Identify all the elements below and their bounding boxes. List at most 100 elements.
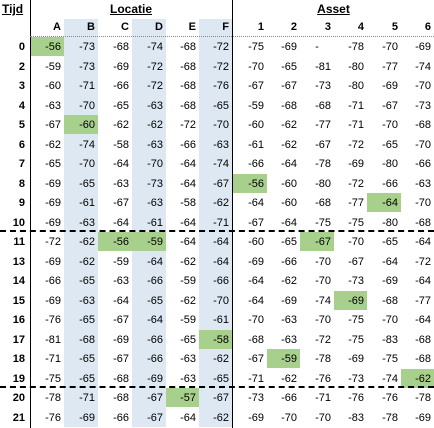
locatie-value-cell: -59 xyxy=(132,232,166,251)
asset-value-cell: -78 xyxy=(415,392,431,404)
locatie-value-cell: -69 xyxy=(147,372,163,385)
locatie-col-header: B xyxy=(87,21,95,33)
locatie-value-cell: -72 xyxy=(147,80,163,92)
locatie-value-cell: -65 xyxy=(79,353,95,365)
locatie-value-cell: -70 xyxy=(147,158,163,170)
locatie-value-cell: -65 xyxy=(213,99,229,112)
locatie-value-cell: -65 xyxy=(213,372,229,385)
asset-value-cell: -67 xyxy=(382,99,398,112)
column-stripe xyxy=(64,19,98,427)
asset-value-cell: -61 xyxy=(248,138,264,151)
locatie-header: Locatie xyxy=(109,2,152,16)
locatie-value-cell: -58 xyxy=(113,138,129,151)
asset-value-cell: -60 xyxy=(248,119,264,131)
asset-value-cell: -67 xyxy=(281,80,297,92)
asset-value-cell: -70 xyxy=(248,314,264,326)
locatie-col-header: E xyxy=(188,21,196,33)
locatie-value-cell: -68 xyxy=(180,41,196,53)
asset-col-header: 5 xyxy=(391,21,398,33)
asset-value-cell: -60 xyxy=(281,197,297,209)
time-cell: 0 xyxy=(18,41,25,53)
asset-value-cell: -68 xyxy=(248,333,264,346)
asset-value-cell: -66 xyxy=(281,255,297,268)
asset-value-cell: -65 xyxy=(382,138,398,151)
locatie-value-cell: -62 xyxy=(213,353,229,365)
time-cell: 7 xyxy=(18,158,25,170)
locatie-value-cell: -69 xyxy=(45,255,61,268)
asset-value-cell: -67 xyxy=(248,80,264,92)
locatie-value-cell: -70 xyxy=(79,158,95,170)
asset-value-cell: -64 xyxy=(248,275,264,287)
locatie-value-cell: -69 xyxy=(79,411,95,424)
asset-value-cell: -62 xyxy=(281,372,297,385)
asset-value-cell: -62 xyxy=(401,368,434,388)
locatie-value-cell: -72 xyxy=(213,60,229,73)
asset-col-header: 6 xyxy=(424,21,431,33)
asset-value-cell: -65 xyxy=(382,236,398,248)
locatie-value-cell: -61 xyxy=(213,314,229,326)
locatie-value-cell: -64 xyxy=(113,158,129,170)
asset-value-cell: -66 xyxy=(382,177,398,190)
asset-value-cell: -64 xyxy=(281,216,297,229)
locatie-value-cell: -61 xyxy=(147,216,163,229)
locatie-value-cell: -74 xyxy=(213,158,229,170)
asset-value-cell: -73 xyxy=(315,80,331,92)
asset-value-cell: -70 xyxy=(415,80,431,92)
locatie-value-cell: -74 xyxy=(147,41,163,53)
locatie-value-cell: -62 xyxy=(213,411,229,424)
locatie-value-cell: -69 xyxy=(45,177,61,190)
locatie-value-cell: -63 xyxy=(147,99,163,112)
locatie-value-cell: -81 xyxy=(45,333,61,346)
asset-value-cell: -73 xyxy=(248,392,264,404)
locatie-value-cell: -68 xyxy=(180,99,196,112)
asset-value-cell: -71 xyxy=(348,119,364,131)
locatie-value-cell: -65 xyxy=(79,177,95,190)
asset-col-header: 4 xyxy=(357,21,364,33)
asset-value-cell: -70 xyxy=(382,41,398,53)
asset-value-cell: -69 xyxy=(281,41,297,53)
time-cell: 10 xyxy=(12,216,25,229)
locatie-value-cell: -73 xyxy=(79,41,95,53)
locatie-col-header: A xyxy=(53,21,61,33)
time-cell: 14 xyxy=(12,275,25,287)
asset-value-cell: -77 xyxy=(348,197,364,209)
locatie-value-cell: -67 xyxy=(147,392,163,404)
locatie-value-cell: -68 xyxy=(113,372,129,385)
asset-value-cell: -69 xyxy=(415,41,431,53)
locatie-value-cell: -65 xyxy=(113,99,129,112)
locatie-value-cell: -59 xyxy=(113,255,129,268)
asset-value-cell: -72 xyxy=(348,177,364,190)
asset-value-cell: -69 xyxy=(382,275,398,287)
locatie-value-cell: -59 xyxy=(180,314,196,326)
locatie-value-cell: -72 xyxy=(213,41,229,53)
asset-value-cell: -68 xyxy=(415,353,431,365)
locatie-value-cell: -66 xyxy=(147,333,163,346)
asset-value-cell: -74 xyxy=(382,372,398,385)
time-cell: 21 xyxy=(12,411,25,424)
asset-col-header: 1 xyxy=(257,21,264,33)
asset-value-cell: -83 xyxy=(382,333,398,346)
time-cell: 5 xyxy=(18,119,25,131)
asset-value-cell: -78 xyxy=(315,158,331,170)
locatie-value-cell: -63 xyxy=(79,294,95,307)
asset-value-cell: -70 xyxy=(315,314,331,326)
locatie-value-cell: -76 xyxy=(213,80,229,92)
asset-col-header: 3 xyxy=(324,21,331,33)
locatie-value-cell: -66 xyxy=(113,80,129,92)
asset-value-cell: -75 xyxy=(348,333,364,346)
locatie-value-cell: -62 xyxy=(147,119,163,131)
asset-value-cell: -75 xyxy=(248,41,264,53)
column-stripe xyxy=(132,19,166,427)
locatie-value-cell: -64 xyxy=(180,236,196,248)
locatie-value-cell: -68 xyxy=(180,60,196,73)
asset-value-cell: -69 xyxy=(382,80,398,92)
asset-value-cell: -65 xyxy=(281,236,297,248)
locatie-value-cell: -60 xyxy=(64,115,98,134)
asset-value-cell: -67 xyxy=(248,216,264,229)
asset-value-cell: -64 xyxy=(415,236,431,248)
locatie-value-cell: -63 xyxy=(79,216,95,229)
locatie-value-cell: -70 xyxy=(79,99,95,112)
time-cell: 6 xyxy=(18,138,25,151)
locatie-value-cell: -64 xyxy=(180,411,196,424)
asset-value-cell: -78 xyxy=(382,411,398,424)
